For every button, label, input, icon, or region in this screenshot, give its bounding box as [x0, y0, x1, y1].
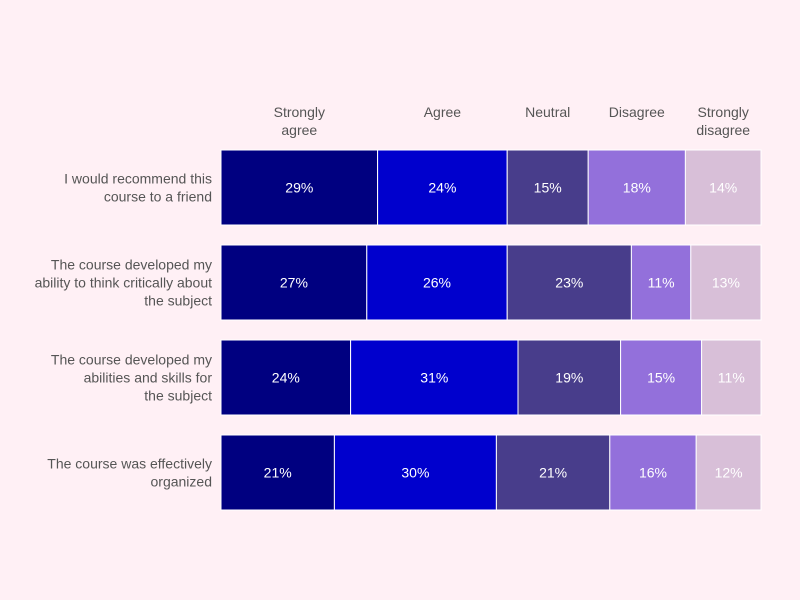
data-label: 18%: [623, 180, 651, 196]
bar-row: 29% 24% 15% 18% 14%: [220, 149, 762, 226]
data-label: 16%: [639, 465, 667, 481]
bar-segment: [517, 339, 622, 416]
legend-entry: Disagree: [609, 104, 665, 120]
data-label: 21%: [264, 465, 292, 481]
category-label: The course developed my ability to think …: [35, 257, 213, 309]
bar-segment: [620, 339, 703, 416]
data-label: 29%: [285, 180, 313, 196]
bar-segment: [695, 434, 762, 511]
legend-entry: Strongly agree: [274, 104, 325, 138]
legend-entry: Agree: [424, 104, 462, 120]
bar-segment: [377, 149, 508, 226]
bar-segment: [690, 244, 762, 321]
bar-segment: [220, 149, 379, 226]
data-label: 15%: [647, 370, 675, 386]
data-label: 14%: [709, 180, 737, 196]
data-label: 30%: [401, 465, 429, 481]
data-label: 23%: [555, 275, 583, 291]
bar-segment: [220, 434, 335, 511]
data-label: 11%: [648, 275, 675, 291]
bar-row: 21% 30% 21% 16% 12%: [220, 434, 762, 511]
data-label: 13%: [712, 275, 740, 291]
category-label-line: ability to think critically about: [35, 275, 213, 291]
category-label-line: abilities and skills for: [84, 370, 213, 386]
category-label-line: The course was effectively: [47, 456, 212, 472]
category-label-line: The course developed my: [51, 352, 212, 368]
row-labels: I would recommend this course to a friend…: [35, 171, 213, 490]
bar-row: 27% 26% 23% 11% 13%: [220, 244, 762, 321]
bar-segment: [609, 434, 697, 511]
category-label-line: the subject: [144, 388, 212, 404]
data-label: 24%: [428, 180, 456, 196]
legend-entry: Strongly disagree: [696, 104, 750, 138]
category-label: The course was effectively organized: [47, 456, 212, 490]
data-label: 26%: [423, 275, 451, 291]
bar-segment: [333, 434, 497, 511]
category-label-line: organized: [151, 474, 213, 490]
bar-row: 24% 31% 19% 15% 11%: [220, 339, 762, 416]
data-label: 31%: [420, 370, 448, 386]
bar-segment: [495, 434, 611, 511]
data-label: 19%: [555, 370, 583, 386]
data-label: 15%: [534, 180, 562, 196]
category-label: I would recommend this course to a friend: [64, 171, 212, 205]
category-label-line: the subject: [144, 293, 212, 309]
category-label-line: The course developed my: [51, 257, 212, 273]
data-label: 21%: [539, 465, 567, 481]
column-headers: Strongly agree Agree Neutral Disagree Strongl…: [274, 104, 751, 138]
data-label: 24%: [272, 370, 300, 386]
bars: 29% 24% 15% 18% 14% 27% 26% 23% 11% 13% 24% 31% 19% 1…: [220, 149, 762, 511]
bar-segment: [630, 244, 692, 321]
category-label-line: course to a friend: [104, 189, 212, 205]
bar-segment: [684, 149, 762, 226]
bar-segment: [220, 244, 368, 321]
category-label-line: I would recommend this: [64, 171, 212, 187]
bar-segment: [587, 149, 686, 226]
data-label: 12%: [715, 465, 743, 481]
data-label: 27%: [280, 275, 308, 291]
data-label: 11%: [718, 370, 745, 386]
bar-segment: [366, 244, 508, 321]
bar-segment: [350, 339, 519, 416]
bar-segment: [701, 339, 762, 416]
legend-entry: Neutral: [525, 104, 570, 120]
category-label: The course developed my abilities and ski…: [51, 352, 212, 404]
